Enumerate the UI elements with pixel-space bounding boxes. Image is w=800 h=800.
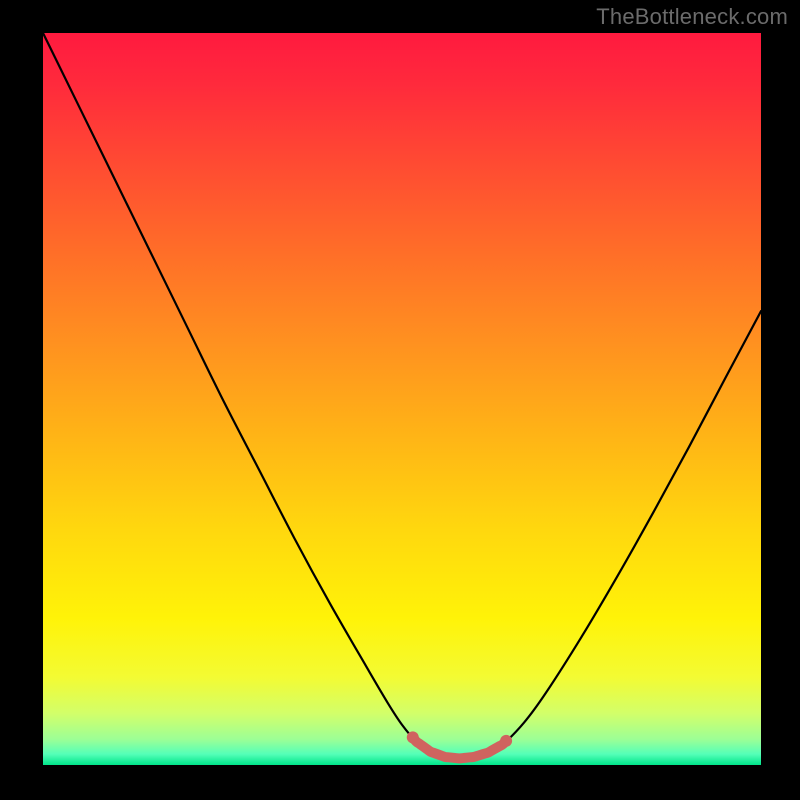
- optimal-range-end-marker: [500, 735, 512, 747]
- optimal-range-start-marker: [407, 731, 419, 743]
- chart-frame: TheBottleneck.com: [0, 0, 800, 800]
- bottleneck-curve-chart: [0, 0, 800, 800]
- watermark-text: TheBottleneck.com: [596, 4, 788, 30]
- plot-background: [43, 33, 761, 765]
